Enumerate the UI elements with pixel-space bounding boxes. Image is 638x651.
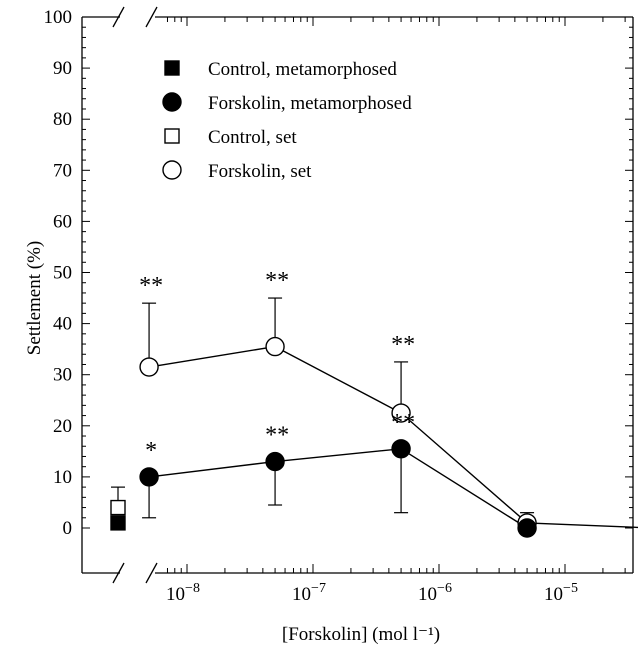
x-axis-title: [Forskolin] (mol l⁻¹) xyxy=(282,624,440,645)
x-tick-label: 10−5 xyxy=(544,581,578,605)
x-tick-labels: 10−810−710−610−510−410−3 xyxy=(166,581,578,605)
y-tick-label: 90 xyxy=(53,58,72,79)
y-axis-title: Settlement (%) xyxy=(24,241,45,356)
error-bars xyxy=(111,297,535,523)
y-tick-label: 80 xyxy=(53,109,72,130)
x-tick-label: 10−6 xyxy=(418,581,452,605)
legend-marker xyxy=(164,60,180,76)
legend-marker xyxy=(164,128,180,144)
legend-marker xyxy=(162,92,182,112)
data-points xyxy=(110,336,537,538)
significance-mark: ** xyxy=(391,332,415,358)
significance-marks: ** ******* ** xyxy=(139,268,415,464)
x-tick-label: 10−7 xyxy=(292,581,326,605)
axis-break-mark xyxy=(145,6,158,28)
y-tick-label: 60 xyxy=(53,211,72,232)
significance-mark: ** xyxy=(391,410,415,436)
y-tick-label: 40 xyxy=(53,314,72,335)
data-point xyxy=(110,515,126,531)
y-tick-label: 0 xyxy=(63,518,73,539)
significance-mark: ** xyxy=(139,273,163,299)
legend-label: Forskolin, metamorphosed xyxy=(208,93,412,114)
data-point xyxy=(265,451,285,472)
significance-mark: * xyxy=(145,438,157,464)
significance-mark: ** xyxy=(265,423,289,449)
axis-break-mark xyxy=(112,6,125,28)
legend: Control, metamorphosed Forskolin, metamor… xyxy=(162,59,412,182)
series-line xyxy=(148,345,638,529)
y-tick-label: 10 xyxy=(53,467,72,488)
data-point xyxy=(517,518,537,538)
axis-break-mark xyxy=(145,562,158,584)
legend-marker xyxy=(162,160,182,180)
y-tick-label: 20 xyxy=(53,416,72,437)
data-point xyxy=(110,499,126,516)
data-point xyxy=(265,336,285,357)
data-point xyxy=(391,403,411,423)
y-tick-label: 70 xyxy=(53,160,72,181)
plot-frame xyxy=(81,6,634,584)
data-point xyxy=(391,439,411,459)
data-point xyxy=(139,357,159,377)
y-tick-label: 100 xyxy=(44,7,73,28)
x-tick-label: 10−8 xyxy=(166,581,200,605)
legend-label: Forskolin, set xyxy=(208,161,312,182)
data-point xyxy=(139,467,159,487)
significance-mark: ** xyxy=(265,268,289,294)
series-line xyxy=(148,448,528,529)
legend-label: Control, metamorphosed xyxy=(208,59,397,80)
axis-break-mark xyxy=(112,562,125,584)
series-lines xyxy=(148,345,638,529)
y-tick-labels: 0 10 20 30 40 50 60 70 80 90 100 xyxy=(44,7,73,539)
legend-label: Control, set xyxy=(208,127,297,148)
axis-ticks xyxy=(82,16,633,573)
y-tick-label: 50 xyxy=(53,263,72,284)
y-tick-label: 30 xyxy=(53,365,72,386)
